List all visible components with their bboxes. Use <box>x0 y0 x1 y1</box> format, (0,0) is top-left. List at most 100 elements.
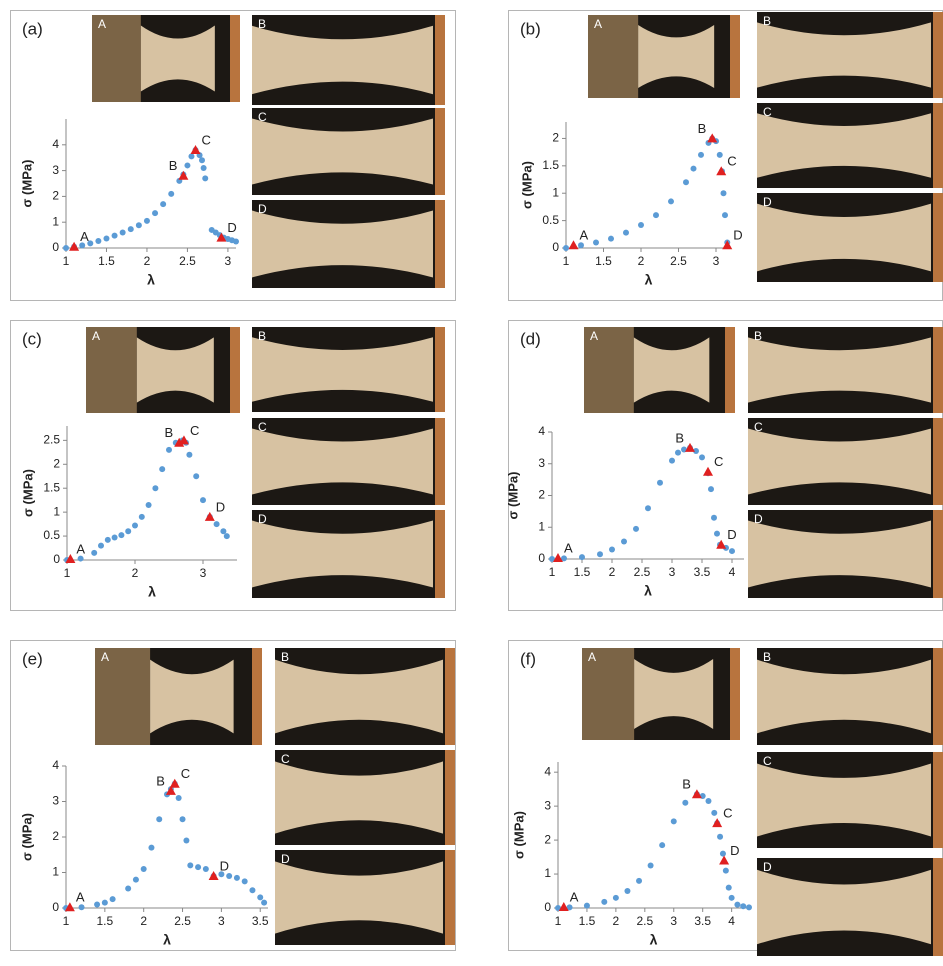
ruler <box>435 15 445 105</box>
data-point <box>719 850 726 857</box>
photo-label: B <box>281 650 289 664</box>
photo-label: B <box>754 329 762 343</box>
gel-sample <box>275 761 443 834</box>
point-label: C <box>723 806 732 821</box>
data-point <box>728 894 735 901</box>
y-tick-label: 2 <box>53 456 60 470</box>
gel-sample <box>140 25 215 92</box>
panel-label: (e) <box>22 649 43 668</box>
data-point <box>175 794 182 801</box>
data-point <box>711 809 718 816</box>
gel-sample <box>275 659 443 734</box>
data-point <box>645 505 651 512</box>
data-point <box>549 556 555 562</box>
point-label: C <box>714 454 723 469</box>
data-point <box>716 151 723 158</box>
ruler <box>725 327 735 413</box>
data-point <box>233 874 240 881</box>
data-point <box>636 877 643 884</box>
data-point <box>111 232 118 239</box>
ruler <box>933 193 943 282</box>
y-tick-label: 0 <box>552 240 559 254</box>
x-tick-label: 3 <box>670 914 677 928</box>
ruler <box>435 418 445 505</box>
ruler <box>435 327 445 412</box>
photo-label: A <box>588 650 596 664</box>
ruler <box>933 418 943 505</box>
data-point <box>145 501 152 508</box>
y-axis-label: σ (MPa) <box>19 160 34 208</box>
data-point <box>722 867 729 874</box>
data-point <box>668 198 674 205</box>
data-point <box>675 449 681 456</box>
data-point <box>95 238 102 245</box>
photo-label: D <box>763 195 772 209</box>
gel-sample <box>748 520 931 588</box>
point-label: D <box>730 843 739 858</box>
data-point <box>152 485 159 492</box>
data-point <box>621 538 627 545</box>
gel-sample <box>633 337 710 403</box>
ruler <box>445 850 455 945</box>
data-point <box>135 222 142 229</box>
marker-triangle <box>204 511 215 521</box>
marker-triangle <box>716 539 727 549</box>
y-tick-label: 1 <box>53 504 60 518</box>
data-point <box>104 536 111 543</box>
data-point <box>714 530 720 537</box>
data-point <box>609 546 615 553</box>
panel-border <box>10 10 456 301</box>
y-tick-label: 2 <box>538 488 545 502</box>
photo-label: A <box>101 650 109 664</box>
photo-label: A <box>594 17 602 31</box>
data-point <box>657 479 663 486</box>
marker-triangle <box>178 170 189 180</box>
y-tick-label: 0 <box>53 552 60 566</box>
x-tick-label: 1 <box>63 914 70 928</box>
gel-sample <box>757 659 931 734</box>
photo-label: B <box>258 329 266 343</box>
marker-triangle <box>685 442 695 452</box>
x-tick-label: 3 <box>225 254 232 268</box>
marker-triangle <box>716 166 727 176</box>
data-point <box>734 901 741 908</box>
x-tick-label: 3 <box>218 914 225 928</box>
point-label: D <box>227 220 236 235</box>
point-label: B <box>156 773 165 788</box>
photo-label: D <box>281 852 290 866</box>
photo-label: D <box>763 860 772 874</box>
data-point <box>740 903 747 910</box>
data-point <box>220 528 227 535</box>
data-point <box>729 548 735 555</box>
photo-texture <box>582 648 635 740</box>
ruler <box>933 103 943 188</box>
x-tick-label: 3 <box>669 565 676 579</box>
gel-sample <box>252 25 433 95</box>
data-point <box>119 229 126 236</box>
gel-sample <box>757 763 931 837</box>
data-point <box>195 864 202 871</box>
photo-label: C <box>258 420 267 434</box>
data-point <box>77 555 84 562</box>
ruler <box>230 15 240 102</box>
point-label: A <box>80 229 89 244</box>
data-point <box>717 833 724 840</box>
data-point <box>179 816 186 823</box>
ruler <box>435 108 445 195</box>
data-point <box>168 190 175 197</box>
gel-sample <box>150 659 234 734</box>
y-axis-label: σ (MPa) <box>519 161 534 209</box>
photo: D <box>252 510 445 598</box>
photo-label: A <box>92 329 100 343</box>
marker-triangle <box>703 466 713 476</box>
marker-triangle <box>69 241 80 251</box>
data-point <box>63 245 69 251</box>
data-point <box>200 165 207 172</box>
data-point <box>202 175 209 182</box>
data-point <box>690 165 697 172</box>
photo: C <box>757 103 943 188</box>
photo: A <box>86 327 240 413</box>
data-point <box>200 497 206 504</box>
x-axis-label: λ <box>163 932 171 948</box>
